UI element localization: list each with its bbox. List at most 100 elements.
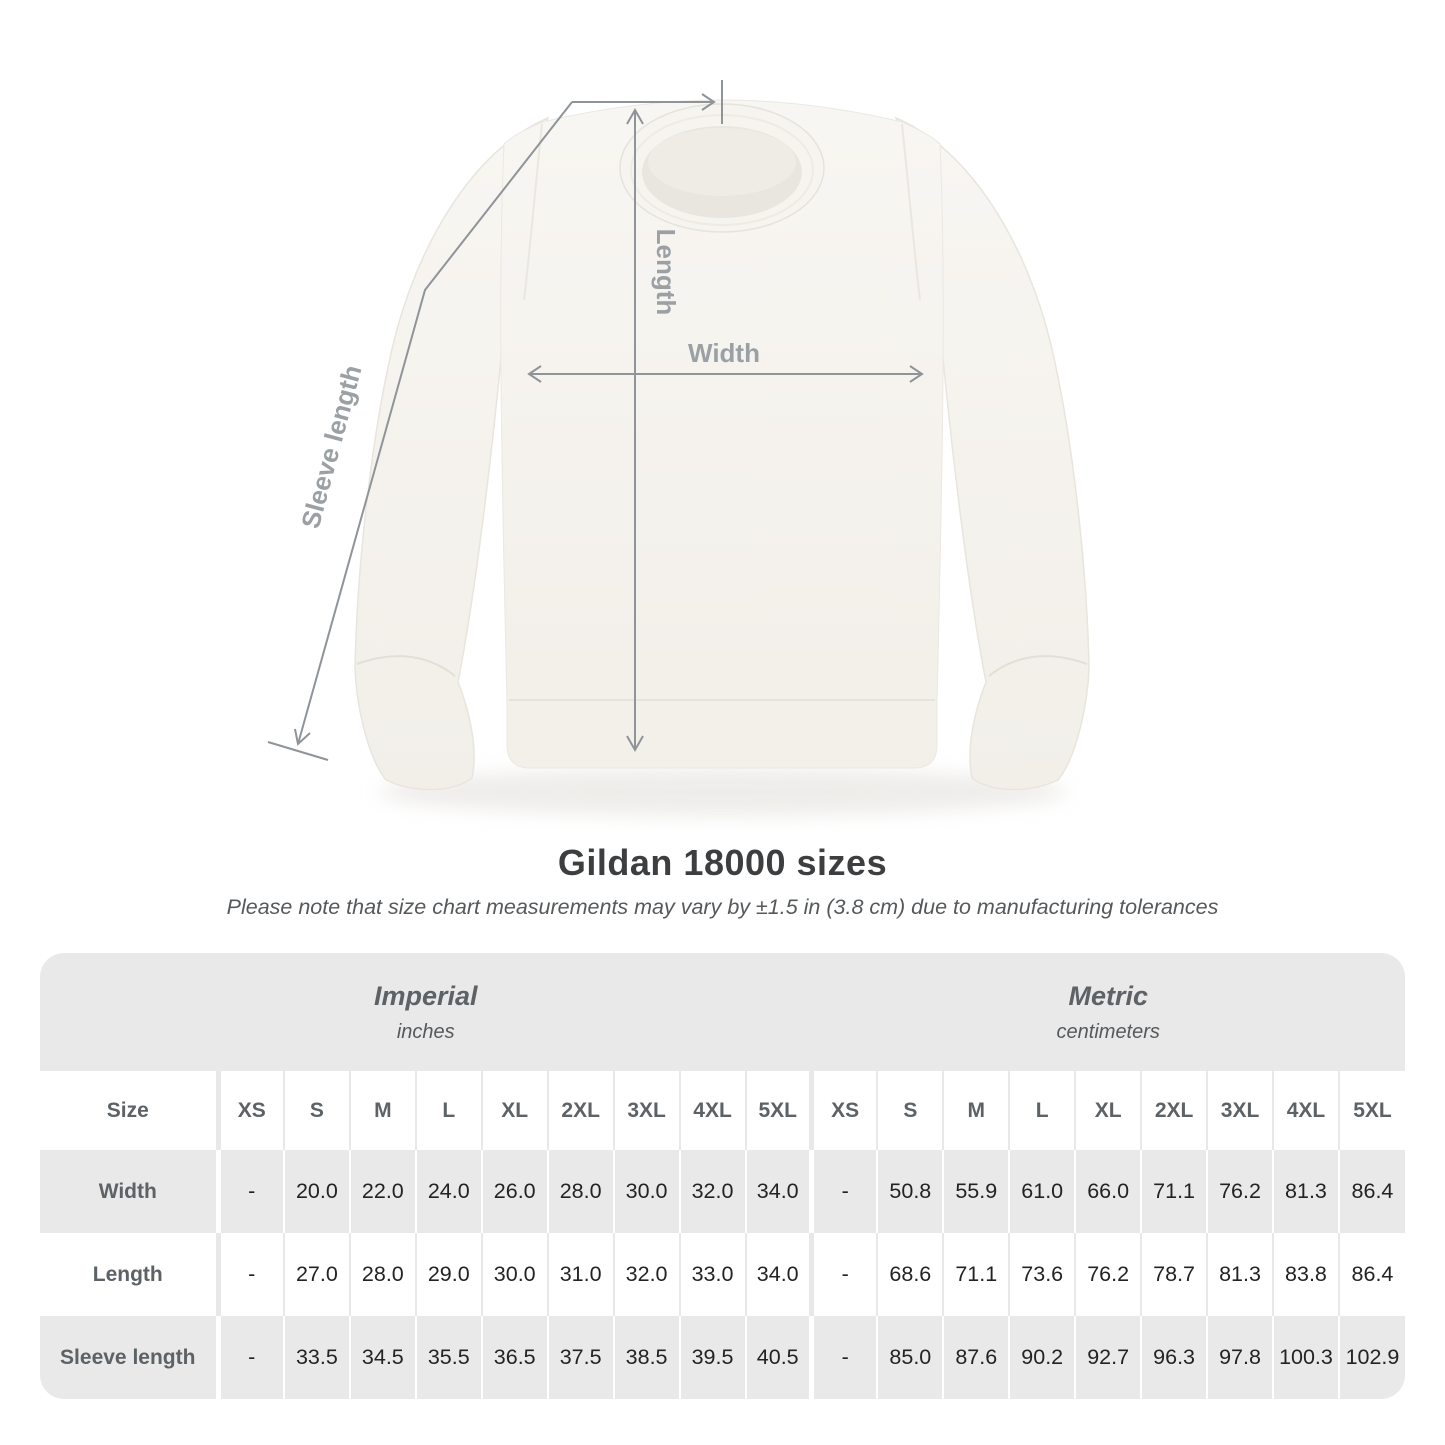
value-metric: - [808,1150,878,1233]
sleeve-measure-line [297,101,573,745]
value-metric: 68.6 [876,1233,944,1316]
value-imperial: 36.5 [480,1316,548,1399]
size-header-imperial-xl: XL [480,1071,548,1150]
tolerance-note: Please note that size chart measurements… [226,895,1219,919]
value-metric: 55.9 [942,1150,1010,1233]
metric-group-unit: centimeters [1056,1020,1160,1043]
value-metric: - [808,1233,878,1316]
neck-back-panel [648,128,796,196]
length-arrowhead-top [626,107,644,125]
value-metric: 83.8 [1272,1233,1339,1316]
length-measure-label: Length [651,229,681,316]
garment-shadow [377,768,1067,816]
size-header-row: Size XS S M L XL 2XL 3XL 4XL 5XL XS S M L XL 2XL 3XL 4XL 5… [40,1071,1405,1150]
size-header-metric-s: S [876,1071,944,1150]
value-metric: 50.8 [876,1150,944,1233]
value-imperial: 27.0 [282,1233,350,1316]
value-imperial: 22.0 [348,1150,416,1233]
value-imperial: 32.0 [612,1233,680,1316]
measurement-lines [267,80,924,761]
value-metric: 97.8 [1206,1316,1273,1399]
value-imperial: 37.5 [546,1316,614,1399]
hem-band [508,701,936,767]
value-imperial: - [215,1316,284,1399]
value-imperial: 31.0 [546,1233,614,1316]
metric-group-name: Metric [1068,980,1148,1011]
size-header-imperial-4xl: 4XL [678,1071,746,1150]
value-metric: 71.1 [942,1233,1010,1316]
top-arrowhead [701,93,716,111]
value-imperial: 32.0 [678,1150,746,1233]
value-metric: 61.0 [1008,1150,1076,1233]
imperial-group-header: Imperial inches [40,953,812,1071]
value-imperial: 40.5 [744,1316,812,1399]
value-imperial: 24.0 [414,1150,482,1233]
size-header-metric-xl: XL [1074,1071,1142,1150]
size-header-metric-m: M [942,1071,1010,1150]
right-shoulder-seam [901,123,921,301]
page-title: Gildan 18000 sizes [557,842,888,883]
size-header-metric-xs: XS [808,1071,878,1150]
table-row-length: Length -27.0 28.0 29.0 30.0 31.0 32.0 33.0 34.0-… [40,1233,1405,1316]
value-metric: 66.0 [1074,1150,1142,1233]
sleeve-arrowhead [294,728,311,746]
value-metric: 76.2 [1206,1150,1273,1233]
length-arrowhead-bottom [626,735,644,753]
value-metric: 102.9 [1337,1316,1405,1399]
value-metric: 86.4 [1337,1233,1405,1316]
row-label: Length [92,1262,163,1286]
table-row-width: Width -20.0 22.0 24.0 26.0 28.0 30.0 32.0 34.0-5… [40,1150,1405,1233]
value-imperial: 29.0 [414,1233,482,1316]
value-metric: 90.2 [1008,1316,1076,1399]
value-imperial: 30.0 [612,1150,680,1233]
size-header-imperial-s: S [282,1071,350,1150]
table-row-sleeve-length: Sleeve length -33.5 34.5 35.5 36.5 37.5 38.5 39… [40,1316,1405,1399]
imperial-group-name: Imperial [373,980,478,1011]
value-imperial: 38.5 [612,1316,680,1399]
width-measure-label: Width [688,338,760,368]
value-metric: 76.2 [1074,1233,1142,1316]
value-metric: 92.7 [1074,1316,1142,1399]
value-metric: 71.1 [1140,1150,1208,1233]
width-arrowhead-left [527,365,542,383]
value-imperial: - [215,1233,284,1316]
size-header-metric-2xl: 2XL [1140,1071,1208,1150]
value-metric: 100.3 [1272,1316,1339,1399]
value-metric: 87.6 [942,1316,1010,1399]
row-label: Sleeve length [60,1345,196,1369]
value-metric: 85.0 [876,1316,944,1399]
size-header-imperial-l: L [414,1071,482,1150]
size-header-metric-5xl: 5XL [1337,1071,1405,1150]
size-header-imperial-m: M [348,1071,416,1150]
value-imperial: 34.5 [348,1316,416,1399]
value-imperial: 33.0 [678,1233,746,1316]
width-arrowhead-right [909,365,924,383]
value-imperial: 35.5 [414,1316,482,1399]
size-header-imperial-3xl: 3XL [612,1071,680,1150]
value-metric: 86.4 [1337,1150,1405,1233]
size-header-imperial-5xl: 5XL [744,1071,812,1150]
sweatshirt-diagram: Width Length Sleeve length [267,80,1090,816]
sleeve-measure-label: Sleeve length [295,362,367,532]
size-table: Imperial inches Metric centimeters Size X… [40,953,1405,1399]
value-imperial: 28.0 [546,1150,614,1233]
imperial-group-unit: inches [396,1020,455,1043]
value-imperial: 28.0 [348,1233,416,1316]
value-imperial: 20.0 [282,1150,350,1233]
value-imperial: - [215,1150,284,1233]
value-imperial: 30.0 [480,1233,548,1316]
left-cuff-seam [356,655,456,677]
metric-group-header: Metric centimeters [811,953,1405,1071]
size-column-header: Size [106,1098,149,1122]
size-header-imperial-xs: XS [215,1071,284,1150]
row-label: Width [98,1179,157,1203]
body-panel [500,99,944,769]
value-imperial: 33.5 [282,1316,350,1399]
value-metric: 81.3 [1272,1150,1339,1233]
value-metric: 96.3 [1140,1316,1208,1399]
value-metric: - [808,1316,878,1399]
value-metric: 73.6 [1008,1233,1076,1316]
size-header-metric-3xl: 3XL [1206,1071,1273,1150]
size-header-metric-4xl: 4XL [1272,1071,1339,1150]
